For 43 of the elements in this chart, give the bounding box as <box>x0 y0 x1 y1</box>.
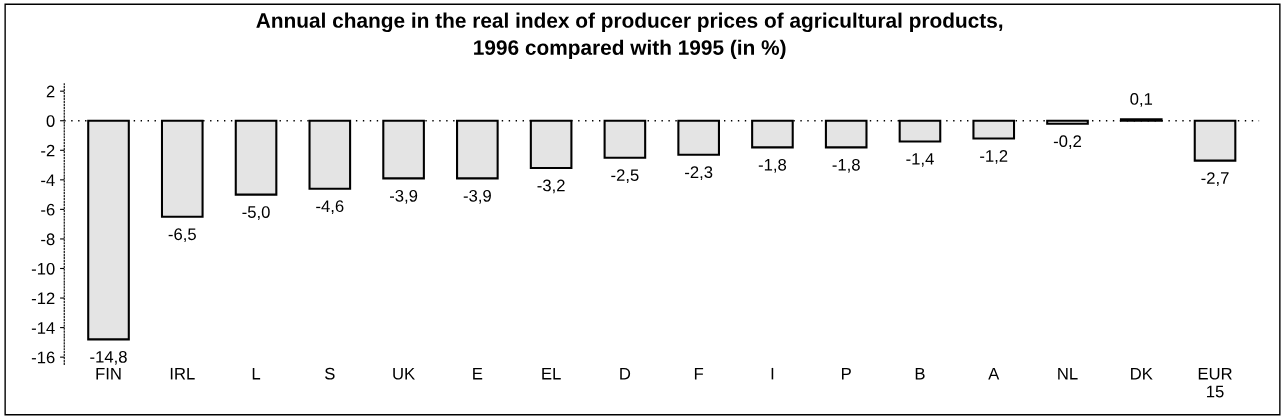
x-tick-label: UK <box>393 367 415 380</box>
x-tick-label: A <box>988 367 1000 380</box>
x-tick-label: I <box>771 367 774 380</box>
y-tick-label: 0 <box>46 115 55 127</box>
y-tick-label: -4 <box>41 174 55 186</box>
x-tick-label: EL <box>542 367 561 380</box>
x-tick-label: B <box>915 367 925 380</box>
data-label: -0,2 <box>1053 135 1082 150</box>
data-label: -3,2 <box>537 179 565 194</box>
data-label: -6,5 <box>168 228 196 243</box>
data-label: -1,2 <box>980 150 1008 164</box>
data-label: -2,3 <box>685 166 713 181</box>
data-label: -1,8 <box>832 158 860 173</box>
data-label: -1,4 <box>906 153 934 167</box>
x-tick-label: F <box>694 367 704 380</box>
data-label: 0,1 <box>1130 93 1153 107</box>
x-tick-label: IRL <box>170 367 195 380</box>
y-tick-label: -14 <box>31 322 55 334</box>
data-label: -1,8 <box>758 158 787 173</box>
x-tick-label: S <box>325 367 335 380</box>
x-tick-label: FIN <box>96 367 121 380</box>
x-tick-label: DK <box>1131 367 1153 380</box>
x-tick-label: L <box>252 367 261 380</box>
data-label: -14,8 <box>90 350 127 365</box>
data-label: -3,9 <box>389 189 418 204</box>
y-tick-label: -6 <box>41 203 55 216</box>
data-label: -5,0 <box>242 206 270 220</box>
x-tick-label: NL <box>1058 367 1078 380</box>
data-label: -2,7 <box>1201 172 1229 186</box>
y-tick-label: -8 <box>41 233 55 246</box>
x-tick-label: D <box>620 367 631 380</box>
y-tick-label: 2 <box>46 85 55 98</box>
x-tick-label: E <box>473 367 483 380</box>
x-tick-label: EUR 15 <box>1198 367 1232 398</box>
x-tick-label: P <box>842 367 851 380</box>
data-label: -2,5 <box>611 169 639 183</box>
y-tick-label: -2 <box>41 144 55 157</box>
y-tick-label: -12 <box>31 292 55 305</box>
data-label: -4,6 <box>316 200 344 215</box>
y-tick-label: -16 <box>31 351 55 364</box>
chart-title: Annual change in the real index of producer prices of agricultural products, 1996 compared with 1995 (in %) <box>256 12 1003 60</box>
y-tick-label: -10 <box>31 262 55 275</box>
data-label: -3,9 <box>463 189 491 204</box>
